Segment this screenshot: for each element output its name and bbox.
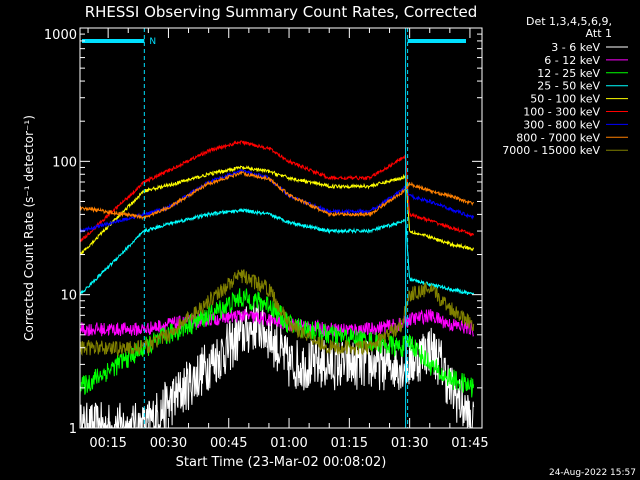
- x-axis-label: Start Time (23-Mar-02 00:08:02): [176, 455, 387, 470]
- y-tick-label: 100: [52, 155, 77, 170]
- legend-header: Det 1,3,4,5,6,9,: [526, 15, 612, 28]
- chart-title: RHESSI Observing Summary Count Rates, Co…: [85, 3, 478, 21]
- series-line-8: [80, 170, 475, 221]
- x-tick-label: 00:30: [150, 436, 187, 451]
- flag-label: N: [149, 37, 156, 47]
- legend-entry-label: 12 - 25 keV: [537, 67, 600, 80]
- legend-entry-label: 25 - 50 keV: [537, 80, 600, 93]
- x-tick-label: 01:45: [451, 436, 488, 451]
- legend-header: Att 1: [586, 27, 612, 40]
- legend-entry-label: 100 - 300 keV: [523, 106, 600, 119]
- y-tick-label: 10: [60, 289, 77, 304]
- timestamp: 24-Aug-2022 15:57: [549, 468, 636, 478]
- legend-entry-label: 7000 - 15000 keV: [502, 144, 600, 157]
- y-axis-label: Corrected Count Rate (s⁻¹ detector⁻¹): [22, 115, 36, 341]
- plot-frame: [79, 27, 483, 429]
- legend-entry-label: 6 - 12 keV: [544, 54, 600, 67]
- legend-entry-label: 800 - 7000 keV: [516, 131, 600, 144]
- legend-entry-label: 300 - 800 keV: [523, 118, 600, 131]
- legend-entry-label: 50 - 100 keV: [530, 93, 600, 106]
- x-tick-label: 01:30: [391, 436, 428, 451]
- x-tick-label: 00:15: [89, 436, 126, 451]
- x-tick-label: 00:45: [210, 436, 247, 451]
- y-tick-label: 1: [69, 422, 77, 437]
- series-line-5: [80, 165, 475, 255]
- x-tick-label: 01:15: [331, 436, 368, 451]
- x-tick-label: 01:00: [270, 436, 307, 451]
- y-tick-label: 1000: [44, 28, 77, 43]
- legend-entry-label: 3 - 6 keV: [551, 41, 600, 54]
